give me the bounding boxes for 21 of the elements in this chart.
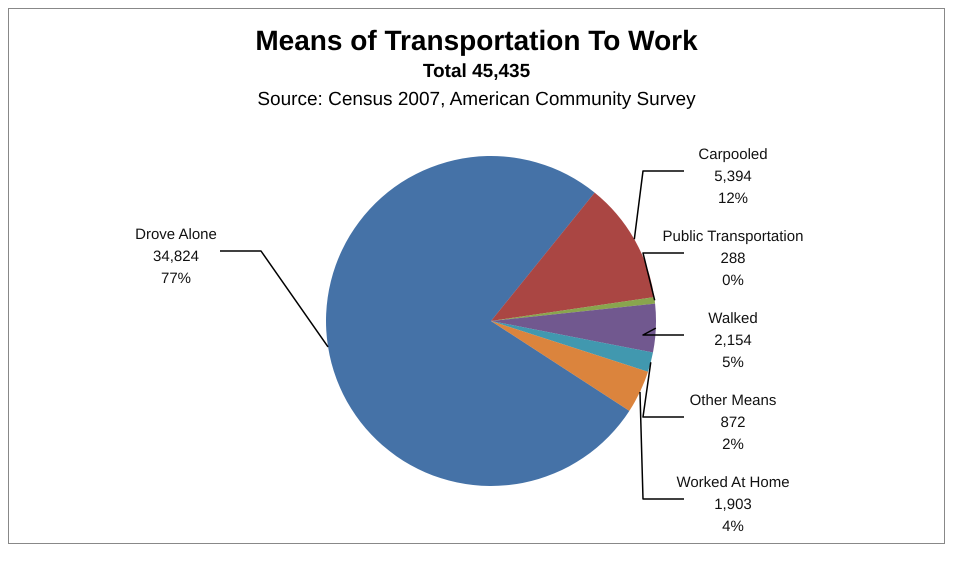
slice-label: Drove Alone (135, 226, 217, 243)
data-label: 2,154 5% (714, 332, 752, 371)
pie-slice (491, 297, 656, 321)
pie-slice (491, 321, 653, 372)
data-label: 288 0% (720, 250, 746, 289)
pie-slice (491, 321, 648, 411)
pie-slice (326, 156, 630, 486)
data-label: 872 2% (720, 414, 746, 453)
slice-label: Worked At Home (676, 474, 790, 491)
pie-slice (491, 192, 654, 321)
slice-label: Walked (708, 310, 758, 327)
slice-label: Public Transportation (662, 228, 804, 245)
chart-title: Means of Transportation To Work (254, 25, 699, 57)
slice-label: Other Means (690, 392, 776, 409)
data-label: 34,824 77% (153, 248, 199, 287)
slice-label: Carpooled (698, 146, 768, 163)
data-label: 5,394 12% (714, 168, 752, 207)
chart-subtitle: Total 45,435 (422, 61, 532, 83)
data-label: 1,903 4% (714, 496, 752, 535)
source-note: Source: Census 2007, American Community Survey (256, 89, 697, 111)
pie-slice (491, 304, 656, 353)
